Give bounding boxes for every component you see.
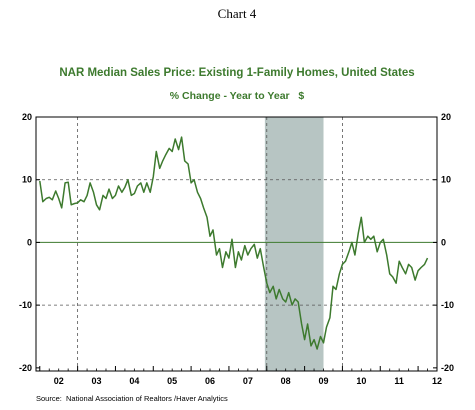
series-line-0: [39, 136, 429, 350]
chart-subtitle: % Change - Year to Year $: [170, 90, 305, 102]
chart-title: NAR Median Sales Price: Existing 1-Famil…: [59, 67, 414, 79]
x-axis: 02 03 04 05 06 07 08 09 10 11 12: [39, 366, 442, 386]
x-tick-label: 10: [356, 376, 366, 386]
x-tick-label: 05: [167, 376, 177, 386]
series-layer: [39, 136, 429, 350]
plot-area: [36, 117, 437, 371]
chart-source: Source: National Association of Realtors…: [36, 394, 228, 403]
x-tick-label: 08: [281, 376, 291, 386]
recession-shading: [264, 117, 324, 371]
y-tick-label-left: 0: [27, 237, 32, 247]
plot-border: [35, 116, 438, 372]
x-tick-label: 09: [319, 376, 329, 386]
x-tick-label: 03: [92, 376, 102, 386]
y-tick-label-left: -20: [19, 363, 32, 373]
y-tick-label-right: 0: [441, 237, 446, 247]
chart-caption: Chart 4: [218, 6, 257, 21]
y-tick-label-left: 20: [22, 112, 32, 122]
plot-background: [36, 117, 437, 371]
x-tick-label: 04: [129, 376, 139, 386]
y-axis-right: 20 10 0 -10 -20: [433, 112, 454, 373]
plot-frame: [35, 116, 438, 372]
y-tick-label-right: 10: [441, 175, 451, 185]
x-tick-label: 02: [54, 376, 64, 386]
y-tick-label-left: -10: [19, 300, 32, 310]
y-tick-label-right: -10: [441, 300, 454, 310]
y-tick-label-right: -20: [441, 363, 454, 373]
x-tick-label: 12: [432, 376, 442, 386]
y-tick-label-right: 20: [441, 112, 451, 122]
x-tick-label: 07: [243, 376, 253, 386]
y-tick-label-left: 10: [22, 175, 32, 185]
shaded-region-0: [264, 117, 324, 371]
x-tick-label: 11: [394, 376, 404, 386]
gridlines: [36, 117, 437, 371]
x-tick-label: 06: [205, 376, 215, 386]
